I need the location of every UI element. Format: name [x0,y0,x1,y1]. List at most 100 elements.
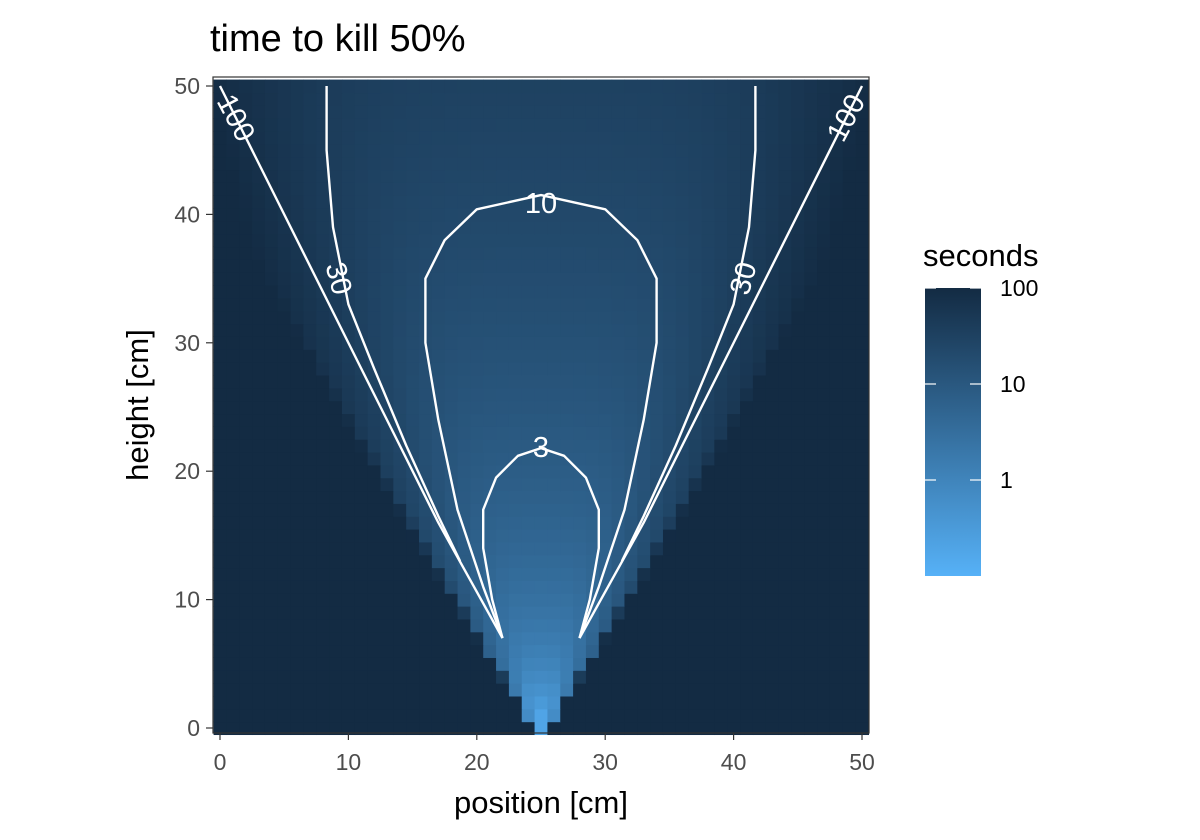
heatmap-cell [817,490,831,504]
heatmap-cell [675,195,690,209]
heatmap-cell [624,297,638,312]
heatmap-cell [855,362,870,376]
heatmap-cell [316,554,330,569]
heatmap-cell [380,593,394,607]
heatmap-cell [842,490,857,504]
heatmap-cell [483,259,497,273]
heatmap-cell [688,195,703,209]
heatmap-cell [277,567,292,581]
heatmap-cell [778,708,792,723]
heatmap-cell [496,477,510,492]
heatmap-cell [239,246,253,260]
heatmap-cell [740,516,754,530]
heatmap-cell [598,220,613,235]
heatmap-cell [842,528,857,543]
heatmap-cell [431,580,446,594]
heatmap-cell [290,285,305,299]
heatmap-cell [431,182,446,196]
heatmap-cell [650,593,664,607]
heatmap-cell [855,323,870,337]
heatmap-cell [573,259,587,273]
heatmap-cell [829,644,844,658]
heatmap-cell [740,593,754,607]
heatmap-cell [675,708,690,723]
heatmap-cell [585,528,600,543]
heatmap-cell [329,631,343,646]
heatmap-cell [650,259,664,273]
heatmap-cell [470,606,484,620]
heatmap-cell [573,708,587,723]
heatmap-cell [598,297,613,312]
heatmap-cell [329,297,343,312]
heatmap-cell [341,105,356,119]
heatmap-cell [316,207,330,222]
heatmap-cell [470,272,484,286]
heatmap-cell [765,297,780,312]
heatmap-cell [650,426,664,440]
heatmap-cell [367,310,382,325]
heatmap-cell [624,130,638,145]
heatmap-cell [624,92,638,106]
heatmap-cell [303,426,317,440]
heatmap-cell [598,631,613,646]
heatmap-cell [457,670,471,684]
heatmap-cell [829,631,844,646]
heatmap-cell [585,169,600,183]
heatmap-cell [714,426,728,440]
heatmap-cell [714,169,728,183]
heatmap-cell [804,387,818,402]
heatmap-cell [662,92,677,106]
heatmap-cell [393,143,407,158]
heatmap-cell [380,143,394,158]
heatmap-cell [560,580,574,594]
heatmap-cell [496,528,510,543]
heatmap-cell [547,477,561,492]
heatmap-cell [585,336,600,350]
heatmap-cell [842,477,857,492]
heatmap-cell [316,169,330,183]
heatmap-cell [688,503,703,517]
heatmap-cell [239,477,253,492]
heatmap-cell [457,580,471,594]
heatmap-cell [829,143,844,158]
heatmap-cell [393,156,407,171]
heatmap-cell [804,92,818,106]
heatmap-cell [239,79,253,94]
heatmap-cell [470,644,484,658]
heatmap-cell [842,516,857,530]
heatmap-cell [431,195,446,209]
heatmap-cell [727,118,741,132]
heatmap-cell [598,400,613,415]
heatmap-cell [714,143,728,158]
heatmap-cell [560,169,574,183]
heatmap-cell [765,657,780,671]
heatmap-cell [380,695,394,710]
heatmap-cell [470,130,484,145]
heatmap-cell [611,464,626,479]
heatmap-cell [406,631,420,646]
heatmap-cell [277,631,292,646]
heatmap-cell [688,297,703,312]
heatmap-cell [496,285,510,299]
heatmap-cell [791,362,805,376]
heatmap-cell [637,310,651,325]
heatmap-cell [547,631,561,646]
heatmap-cell [213,310,228,325]
heatmap-cell [354,207,369,222]
heatmap-cell [393,79,407,94]
heatmap-cell [560,246,574,260]
heatmap-cell [444,285,459,299]
heatmap-cell [624,182,638,196]
heatmap-cell [714,708,728,723]
heatmap-cell [303,413,317,427]
heatmap-cell [419,593,433,607]
heatmap-cell [316,721,330,736]
heatmap-cell [611,708,626,723]
heatmap-cell [791,272,805,286]
heatmap-cell [354,708,369,723]
heatmap-cell [662,118,677,132]
heatmap-cell [521,400,536,415]
heatmap-cell [611,169,626,183]
heatmap-cell [752,413,767,427]
heatmap-cell [252,580,266,594]
